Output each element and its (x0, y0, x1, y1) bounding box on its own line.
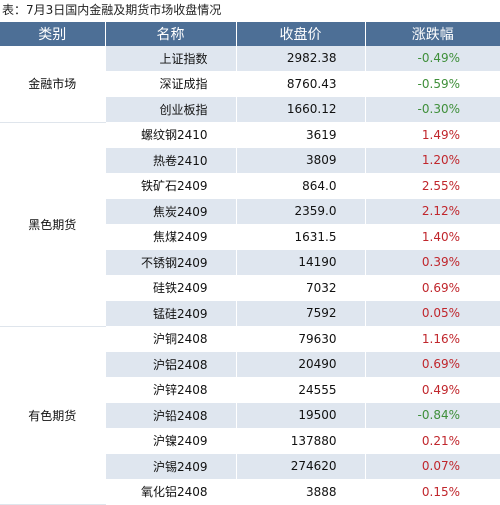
change-percent: 1.49% (365, 122, 500, 148)
table-row: 创业板指 1660.12 -0.30% (0, 96, 500, 123)
instrument-name: 焦炭2409 (105, 198, 237, 225)
change-percent: 0.69% (365, 351, 500, 378)
instrument-name: 不锈钢2409 (105, 249, 237, 276)
close-price: 20490 (236, 351, 366, 378)
instrument-name: 螺纹钢2410 (105, 122, 237, 148)
change-percent: 0.21% (365, 428, 500, 454)
instrument-name: 沪铅2408 (105, 402, 237, 429)
close-price: 137880 (236, 428, 366, 454)
close-price: 864.0 (236, 173, 366, 199)
instrument-name: 氧化铝2408 (105, 479, 237, 505)
instrument-name: 沪锌2408 (105, 377, 237, 403)
change-percent: 2.55% (365, 173, 500, 199)
close-price: 2359.0 (236, 198, 366, 225)
instrument-name: 上证指数 (105, 46, 237, 72)
change-percent: 0.15% (365, 479, 500, 505)
table-row: 沪锡2409 274620 0.07% (0, 453, 500, 480)
table-row: 锰硅2409 7592 0.05% (0, 300, 500, 327)
close-price: 274620 (236, 453, 366, 480)
change-percent: 1.16% (365, 326, 500, 352)
table-row: 沪锌2408 24555 0.49% (0, 377, 500, 403)
instrument-name: 焦煤2409 (105, 224, 237, 250)
header-row: 类别 名称 收盘价 涨跌幅 (0, 22, 500, 46)
table-row: 硅铁2409 7032 0.69% (0, 275, 500, 301)
header-close: 收盘价 (236, 22, 366, 46)
close-price: 3809 (236, 147, 366, 174)
close-price: 1660.12 (236, 96, 366, 123)
close-price: 3619 (236, 122, 366, 148)
table-row: 热卷2410 3809 1.20% (0, 147, 500, 174)
instrument-name: 创业板指 (105, 96, 237, 123)
table-row: 沪镍2409 137880 0.21% (0, 428, 500, 454)
instrument-name: 沪镍2409 (105, 428, 237, 454)
table-row: 焦炭2409 2359.0 2.12% (0, 198, 500, 225)
change-percent: 1.20% (365, 147, 500, 174)
close-price: 8760.43 (236, 71, 366, 97)
table-body: 金融市场 上证指数 2982.38 -0.49% 深证成指 8760.43 -0.59% 创业… (0, 46, 500, 505)
table-row: 有色期货 沪铜2408 79630 1.16% (0, 326, 500, 505)
category-cell: 金融市场 (0, 46, 106, 123)
change-percent: 0.07% (365, 453, 500, 480)
close-price: 14190 (236, 249, 366, 276)
instrument-name: 铁矿石2409 (105, 173, 237, 199)
instrument-name: 沪铝2408 (105, 351, 237, 378)
instrument-name: 锰硅2409 (105, 300, 237, 327)
header-category: 类别 (0, 22, 106, 46)
header-change: 涨跌幅 (365, 22, 500, 46)
change-percent: 2.12% (365, 198, 500, 225)
change-percent: -0.84% (365, 402, 500, 429)
table-row: 金融市场 上证指数 2982.38 -0.49% (0, 46, 500, 123)
change-percent: 0.39% (365, 249, 500, 276)
close-price: 79630 (236, 326, 366, 352)
change-percent: 0.49% (365, 377, 500, 403)
instrument-name: 硅铁2409 (105, 275, 237, 301)
table-row: 沪铝2408 20490 0.69% (0, 351, 500, 378)
close-price: 3888 (236, 479, 366, 505)
instrument-name: 热卷2410 (105, 147, 237, 174)
table-caption: 表：7月3日国内金融及期货市场收盘情况 (2, 3, 222, 17)
change-percent: 0.69% (365, 275, 500, 301)
close-price: 19500 (236, 402, 366, 429)
close-price: 7032 (236, 275, 366, 301)
close-price: 7592 (236, 300, 366, 327)
category-cell: 有色期货 (0, 326, 106, 505)
category-cell: 黑色期货 (0, 122, 106, 327)
market-close-table: 类别 名称 收盘价 涨跌幅 金融市场 上证指数 2982.38 -0.49% 深证成指 8… (0, 22, 500, 505)
table-row: 铁矿石2409 864.0 2.55% (0, 173, 500, 199)
table-row: 不锈钢2409 14190 0.39% (0, 249, 500, 276)
table-row: 深证成指 8760.43 -0.59% (0, 71, 500, 97)
instrument-name: 沪锡2409 (105, 453, 237, 480)
change-percent: 1.40% (365, 224, 500, 250)
change-percent: 0.05% (365, 300, 500, 327)
close-price: 24555 (236, 377, 366, 403)
instrument-name: 深证成指 (105, 71, 237, 97)
close-price: 1631.5 (236, 224, 366, 250)
instrument-name: 沪铜2408 (105, 326, 237, 352)
header-name: 名称 (105, 22, 237, 46)
table-row: 焦煤2409 1631.5 1.40% (0, 224, 500, 250)
change-percent: -0.30% (365, 96, 500, 123)
change-percent: -0.59% (365, 71, 500, 97)
change-percent: -0.49% (365, 46, 500, 72)
close-price: 2982.38 (236, 46, 366, 72)
table-row: 沪铅2408 19500 -0.84% (0, 402, 500, 429)
table-row: 黑色期货 螺纹钢2410 3619 1.49% (0, 122, 500, 327)
